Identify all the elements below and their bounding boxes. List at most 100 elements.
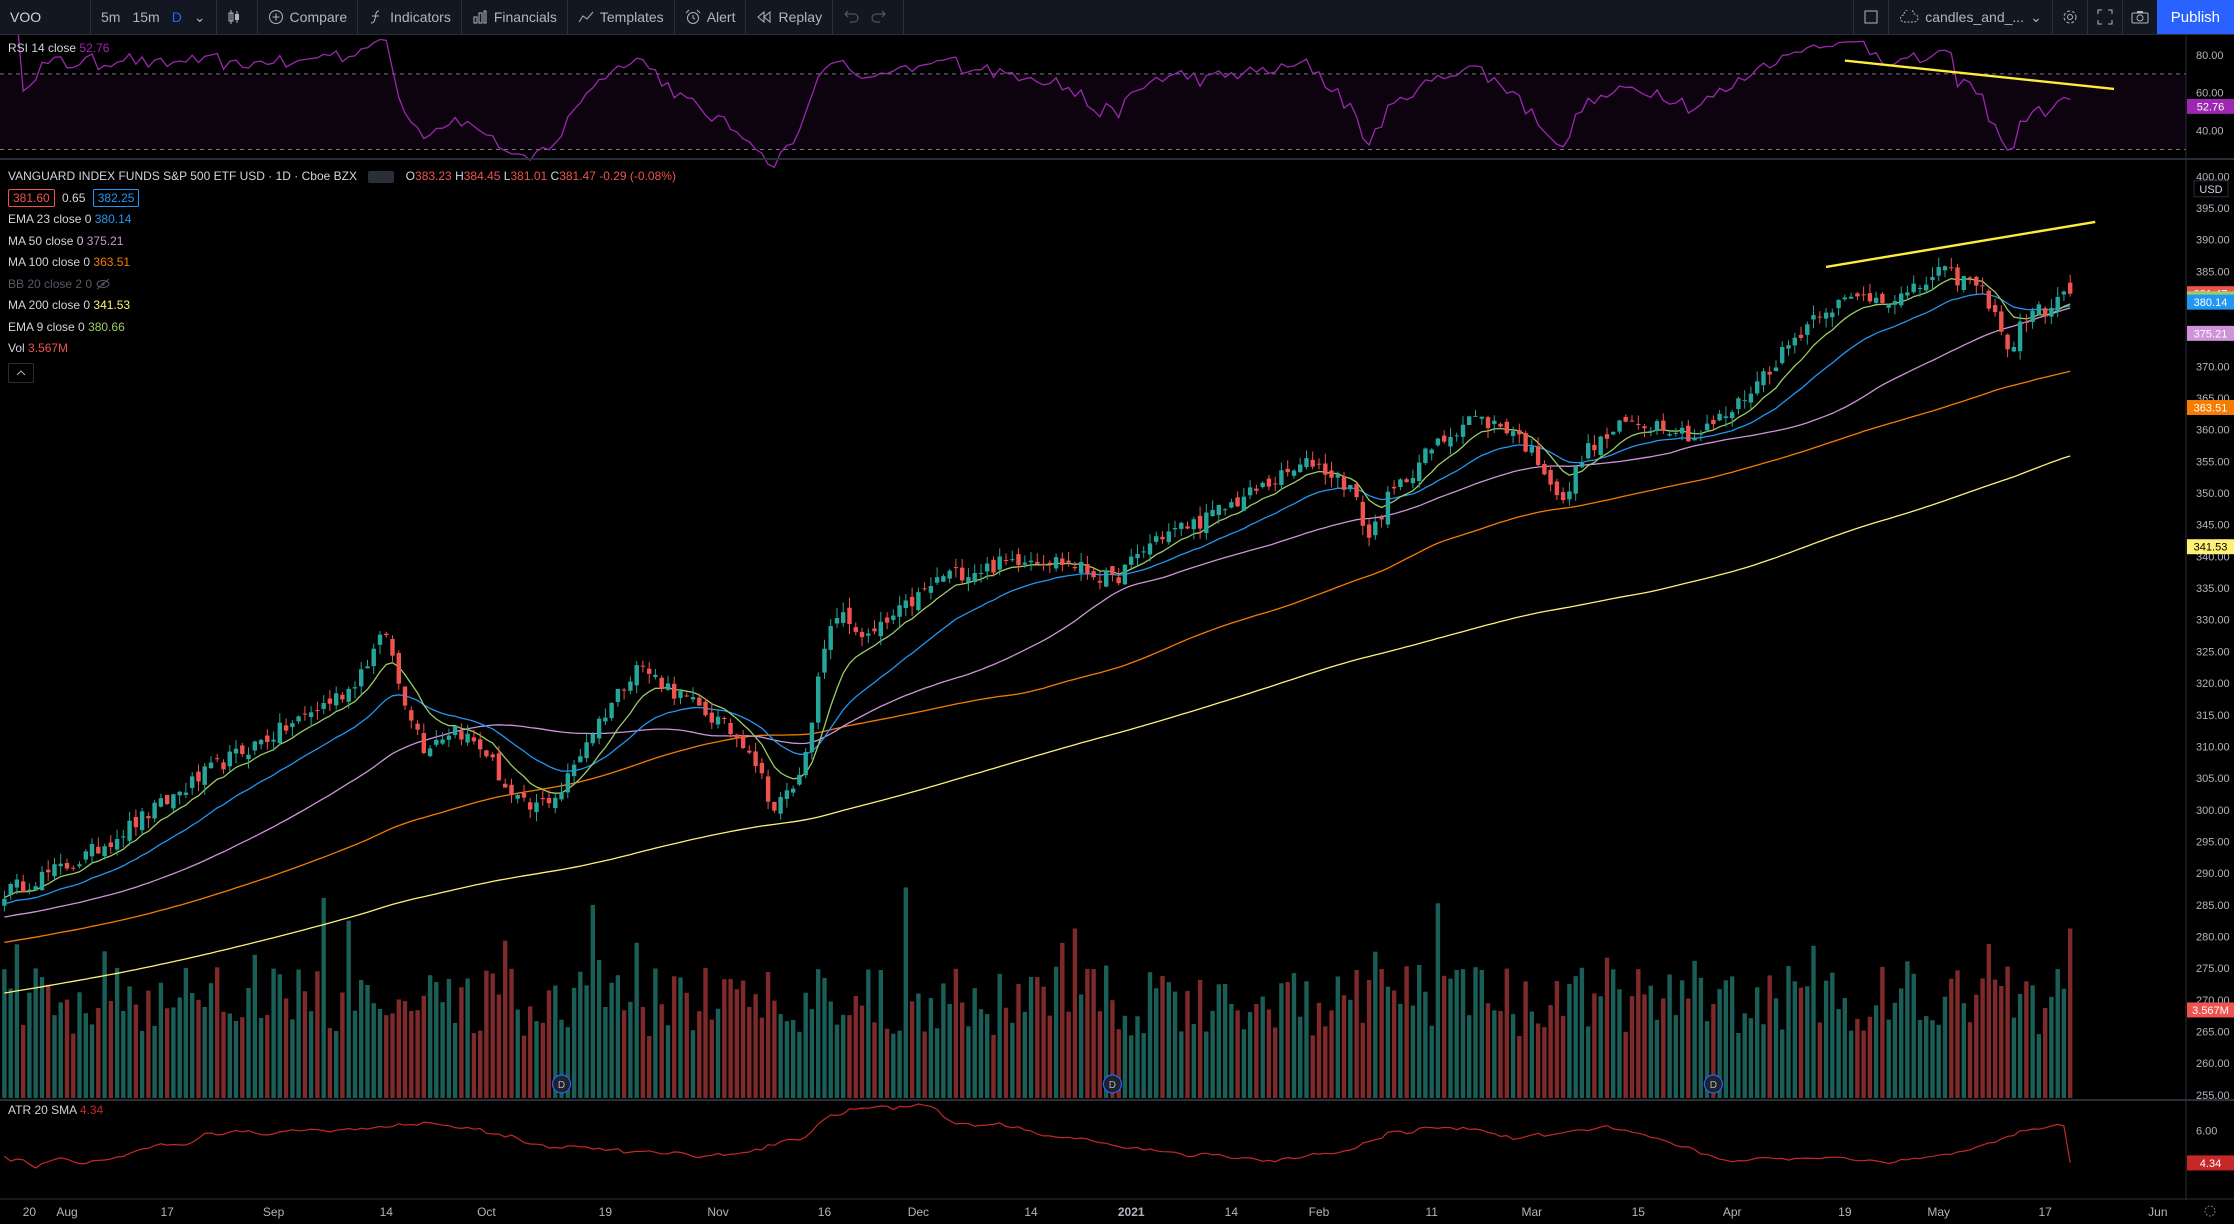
- volume-bar: [158, 982, 164, 1098]
- indicator-row-ma50[interactable]: MA 50 close 0 375.21: [8, 231, 676, 253]
- volume-bar: [1266, 1009, 1272, 1098]
- candle-body: [77, 864, 82, 867]
- time-tick-label: 11: [1425, 1205, 1438, 1219]
- financials-button[interactable]: Financials: [462, 0, 568, 34]
- volume-bar: [1078, 994, 1084, 1098]
- volume-bar: [546, 990, 552, 1098]
- volume-bar: [653, 968, 658, 1098]
- legend-settings-icon[interactable]: [368, 170, 395, 183]
- settings-button[interactable]: [2051, 0, 2087, 34]
- interval-d[interactable]: D: [171, 9, 182, 25]
- candle-body: [83, 851, 88, 860]
- candle-body: [271, 739, 276, 742]
- volume-bar: [64, 999, 70, 1098]
- chart-style-button[interactable]: [217, 0, 258, 34]
- volume-bar: [859, 1005, 865, 1098]
- bid-pill[interactable]: 381.60: [8, 188, 55, 207]
- legend-collapse-button[interactable]: [8, 362, 34, 383]
- volume-bar: [1385, 986, 1391, 1098]
- volume-bar: [1755, 987, 1760, 1098]
- price-axis-label-bg: [2187, 539, 2234, 555]
- templates-button[interactable]: Templates: [568, 0, 675, 34]
- chevron-down-icon[interactable]: ⌄: [193, 8, 206, 25]
- candle-body: [1967, 277, 1973, 279]
- cloud-icon: [1900, 10, 1919, 23]
- ohlc-low: 381.01: [510, 169, 548, 183]
- volume-bar: [377, 1009, 383, 1098]
- volume-bar: [2005, 966, 2010, 1098]
- volume-bar: [1648, 985, 1653, 1098]
- candle-body: [997, 556, 1002, 570]
- candle-body: [966, 577, 971, 583]
- indicator-label: EMA 23 close 0: [8, 212, 92, 226]
- interval-15m[interactable]: 15m: [132, 9, 160, 25]
- indicator-row-ema23[interactable]: EMA 23 close 0 380.14: [8, 209, 676, 231]
- volume-bar: [171, 1007, 176, 1098]
- indicator-row-bb20[interactable]: BB 20 close 2 0: [8, 274, 676, 296]
- candle-body: [778, 797, 783, 814]
- layout-select-button[interactable]: [1853, 0, 1888, 34]
- volume-bar: [371, 1003, 376, 1098]
- volume-bar: [916, 993, 921, 1098]
- volume-bar: [909, 1001, 915, 1098]
- ask-pill[interactable]: 382.25: [92, 188, 140, 207]
- chevron-down-icon[interactable]: ⌄: [2030, 8, 2042, 25]
- volume-bar: [1429, 1025, 1434, 1098]
- candle-body: [753, 751, 758, 766]
- interval-5m[interactable]: 5m: [101, 9, 121, 25]
- layout-menu[interactable]: candles_and_... ⌄: [1888, 0, 2052, 34]
- volume-bar: [1298, 1016, 1303, 1098]
- chart-area[interactable]: DDD 400.00395.00390.00385.00380.00375.00…: [0, 35, 2234, 1224]
- replay-button[interactable]: Replay: [746, 0, 834, 34]
- volume-bar: [1586, 1026, 1591, 1098]
- candle-body: [797, 774, 802, 785]
- undo-icon[interactable]: [843, 9, 859, 25]
- indicators-button[interactable]: Indicators: [358, 0, 462, 34]
- candle-body: [891, 615, 896, 620]
- gear-icon: [2063, 10, 2077, 24]
- indicator-row-ma200[interactable]: MA 200 close 0 341.53: [8, 295, 676, 317]
- symbol-search[interactable]: VOO: [0, 0, 91, 34]
- volume-bar: [1560, 1016, 1566, 1098]
- rsi-label: RSI 14 close: [8, 41, 77, 55]
- candle-body: [321, 703, 326, 709]
- candle-body: [791, 788, 796, 793]
- candle-body: [1247, 487, 1253, 496]
- atr-label: ATR 20 SMA: [8, 1103, 77, 1117]
- candle-body: [1717, 413, 1722, 421]
- volume-bar: [83, 1013, 88, 1098]
- candle-body: [1930, 277, 1935, 281]
- volume-bar: [1360, 1022, 1365, 1098]
- volume-bar: [960, 1002, 965, 1098]
- candle-body: [183, 792, 189, 795]
- indicator-row-ema9[interactable]: EMA 9 close 0 380.66: [8, 317, 676, 339]
- interval-selector[interactable]: 5m 15m D ⌄: [91, 0, 217, 34]
- price-tick-label: 330.00: [2196, 615, 2230, 627]
- candle-body: [1066, 560, 1071, 563]
- candle-body: [133, 817, 139, 828]
- price-tick-label: 290.00: [2196, 868, 2230, 880]
- eye-off-icon[interactable]: [95, 278, 111, 290]
- candle-body: [528, 802, 533, 810]
- indicator-row-vol[interactable]: Vol 3.567M: [8, 338, 676, 360]
- candle-body: [277, 722, 282, 744]
- alert-button[interactable]: Alert: [675, 0, 747, 34]
- candle-body: [1091, 571, 1096, 578]
- candle-body: [471, 737, 477, 742]
- candle-body: [227, 751, 232, 767]
- candle-body: [1498, 423, 1503, 427]
- snapshot-button[interactable]: [2121, 0, 2157, 34]
- camera-icon: [2131, 11, 2149, 24]
- compare-button[interactable]: Compare: [258, 0, 359, 34]
- price-tick-label: 335.00: [2196, 583, 2230, 595]
- candle-body: [1135, 554, 1140, 559]
- publish-button[interactable]: Publish: [2156, 0, 2234, 34]
- candle-body: [427, 748, 433, 757]
- fullscreen-button[interactable]: [2086, 0, 2122, 34]
- candle-body: [1936, 267, 1941, 276]
- time-tick-label: Oct: [477, 1205, 496, 1219]
- volume-bar: [1010, 1022, 1015, 1098]
- indicator-row-ma100[interactable]: MA 100 close 0 363.51: [8, 252, 676, 274]
- candle-body: [859, 632, 865, 638]
- redo-icon[interactable]: [871, 9, 887, 25]
